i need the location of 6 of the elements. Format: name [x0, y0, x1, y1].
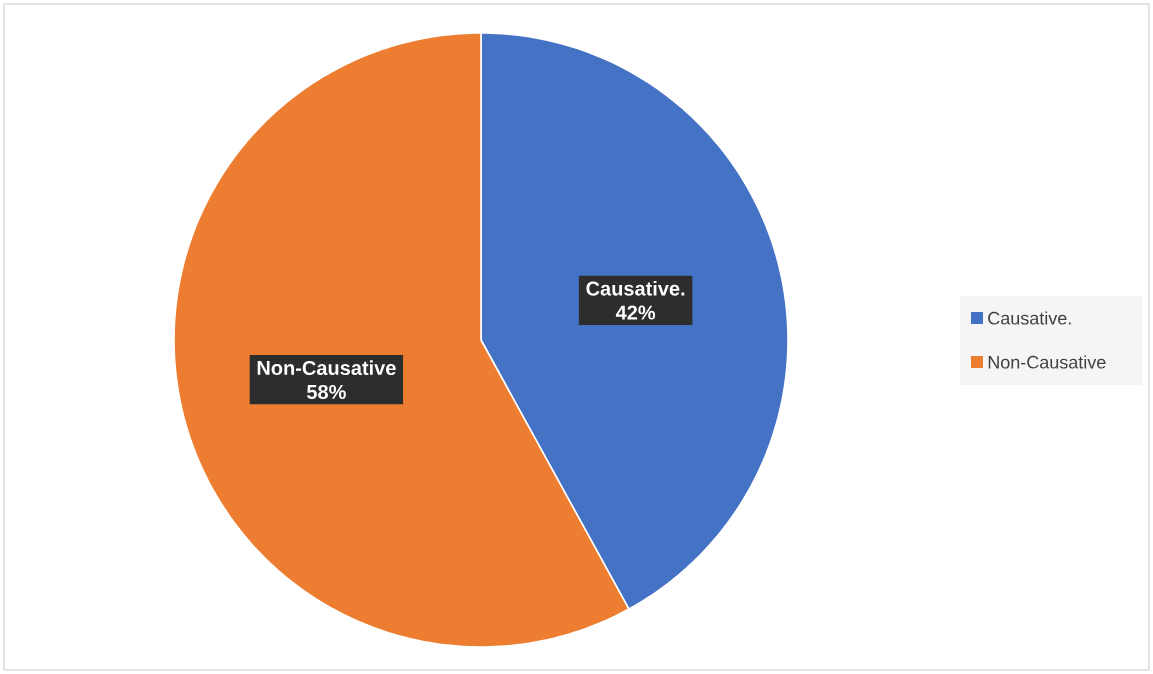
slice-label: Non-Causative — [257, 360, 396, 376]
slice-label: Causative. — [586, 280, 685, 296]
legend-label: Non-Causative — [988, 355, 1106, 369]
data-label: 58% — [306, 384, 346, 400]
legend-label: Causative. — [988, 311, 1071, 325]
data-label: 42% — [615, 305, 656, 320]
